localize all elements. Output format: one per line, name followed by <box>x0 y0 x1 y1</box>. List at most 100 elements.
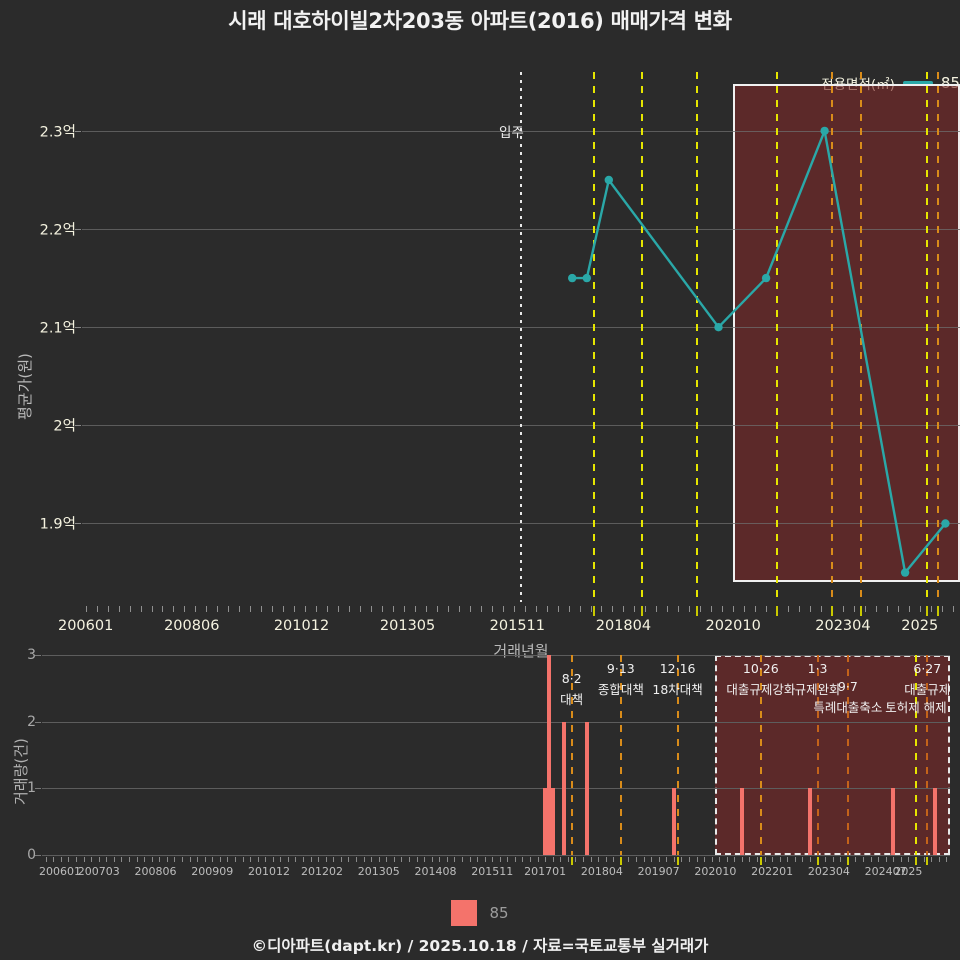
volume-x-tick-label: 202304 <box>807 865 850 878</box>
price-x-tick-label: 201012 <box>273 618 330 634</box>
volume-x-minor-tick <box>530 857 532 862</box>
price-highlight-region <box>733 84 960 582</box>
volume-x-tick-label: 201202 <box>300 865 343 878</box>
price-x-minor-tick <box>338 606 340 612</box>
policy-marker-date: 1·3 <box>807 661 828 676</box>
policy-marker-name: 규제완화 <box>794 682 841 697</box>
price-x-minor-tick <box>930 606 932 612</box>
volume-x-minor-tick <box>363 857 365 862</box>
price-x-minor-tick <box>645 606 647 612</box>
volume-x-minor-tick <box>749 857 751 862</box>
price-x-minor-tick <box>381 606 383 612</box>
volume-x-minor-tick <box>234 857 236 862</box>
volume-x-minor-tick <box>726 857 728 862</box>
volume-policy-vline <box>570 655 573 855</box>
price-x-minor-tick <box>184 606 186 612</box>
volume-plot-area: 0 1 2 3 8·2 대책 9·13 종합대책 12·16 18차대책 10·26 대출규제강화 1·… <box>27 647 951 863</box>
volume-x-minor-tick <box>60 857 62 862</box>
volume-x-minor-tick <box>810 857 812 862</box>
price-data-point <box>820 126 829 136</box>
movein-marker-line <box>520 72 522 602</box>
volume-x-minor-tick <box>613 857 615 862</box>
footer-credit: ©디아파트(dapt.kr) / 2025.10.18 / 자료=국토교통부 실… <box>251 937 709 955</box>
volume-x-minor-tick <box>416 857 418 862</box>
price-x-minor-tick <box>886 606 888 612</box>
volume-x-tick-label: 2025 <box>894 865 923 878</box>
price-x-minor-tick <box>458 606 460 612</box>
price-x-policy-tick <box>695 606 698 616</box>
price-x-policy-tick <box>937 606 940 616</box>
volume-x-minor-tick <box>832 857 834 862</box>
price-x-minor-tick <box>733 606 735 612</box>
volume-bar <box>543 788 548 855</box>
volume-x-tick-label: 201804 <box>580 865 623 878</box>
price-x-minor-tick <box>744 606 746 612</box>
volume-x-minor-tick <box>439 857 441 862</box>
volume-x-minor-tick <box>98 857 100 862</box>
price-x-minor-tick <box>327 606 329 612</box>
volume-x-minor-tick <box>802 857 804 862</box>
volume-x-minor-tick <box>242 857 244 862</box>
volume-bar <box>584 721 589 855</box>
volume-x-minor-tick <box>340 857 342 862</box>
volume-bar <box>546 655 551 855</box>
volume-x-minor-tick <box>552 857 554 862</box>
volume-x-policy-tick <box>846 857 849 865</box>
volume-x-minor-tick <box>862 857 864 862</box>
volume-x-tick-label: 201907 <box>637 865 680 878</box>
price-x-minor-tick <box>513 606 515 612</box>
volume-x-tick-label: 201012 <box>248 865 290 878</box>
price-x-minor-tick <box>305 606 307 612</box>
price-x-minor-tick <box>414 606 416 612</box>
price-y-tick-label: 2억 <box>53 418 76 435</box>
policy-marker-date: 9·7 <box>837 679 858 694</box>
volume-x-minor-tick <box>113 857 115 862</box>
volume-x-policy-tick <box>816 857 819 865</box>
volume-x-minor-tick <box>635 857 637 862</box>
price-x-minor-tick <box>689 606 691 612</box>
policy-marker-date: 6·27 <box>913 661 942 676</box>
volume-x-minor-tick <box>598 857 600 862</box>
policy-marker-date: 8·2 <box>561 671 582 686</box>
volume-x-minor-tick <box>310 857 312 862</box>
price-x-policy-tick <box>776 606 779 616</box>
price-x-minor-tick <box>392 606 394 612</box>
price-x-minor-tick <box>755 606 757 612</box>
volume-y-tick-label: 3 <box>27 647 36 663</box>
volume-x-minor-tick <box>287 857 289 862</box>
volume-x-minor-tick <box>144 857 146 862</box>
volume-x-minor-tick <box>303 857 305 862</box>
policy-marker-name: 18차대책 <box>652 682 703 697</box>
volume-x-minor-tick <box>136 857 138 862</box>
volume-y-tick <box>35 788 41 790</box>
price-x-minor-tick <box>853 606 855 612</box>
price-x-minor-tick <box>788 606 790 612</box>
price-y-tick <box>75 425 81 427</box>
price-x-minor-tick <box>469 606 471 612</box>
volume-x-minor-tick <box>378 857 380 862</box>
price-x-minor-tick <box>283 606 285 612</box>
volume-x-minor-tick <box>567 857 569 862</box>
volume-x-minor-tick <box>219 857 221 862</box>
price-x-policy-tick <box>926 606 929 616</box>
policy-marker-name: 토허제 해제 <box>885 700 947 715</box>
price-x-minor-tick <box>151 606 153 612</box>
volume-gridline <box>42 788 950 790</box>
volume-x-tick-label: 200806 <box>134 865 177 878</box>
volume-x-minor-tick <box>333 857 335 862</box>
volume-x-minor-tick <box>492 857 494 862</box>
volume-x-policy-tick <box>759 857 762 865</box>
page-title: 시래 대호하이빌2차203동 아파트(2016) 매매가격 변화 <box>228 9 732 33</box>
price-x-minor-tick <box>162 606 164 612</box>
price-x-minor-tick <box>261 606 263 612</box>
volume-x-minor-tick <box>605 857 607 862</box>
price-x-minor-tick <box>294 606 296 612</box>
price-data-point <box>582 273 591 283</box>
policy-marker-date: 10·26 <box>742 661 779 676</box>
price-x-minor-tick <box>524 606 526 612</box>
price-y-tick-label: 2.2억 <box>39 222 76 239</box>
price-y-axis-title: 평균가(원) <box>16 353 34 420</box>
policy-marker-name: 대출규제 <box>904 682 951 697</box>
volume-x-minor-tick <box>166 857 168 862</box>
price-x-minor-tick <box>941 606 943 612</box>
